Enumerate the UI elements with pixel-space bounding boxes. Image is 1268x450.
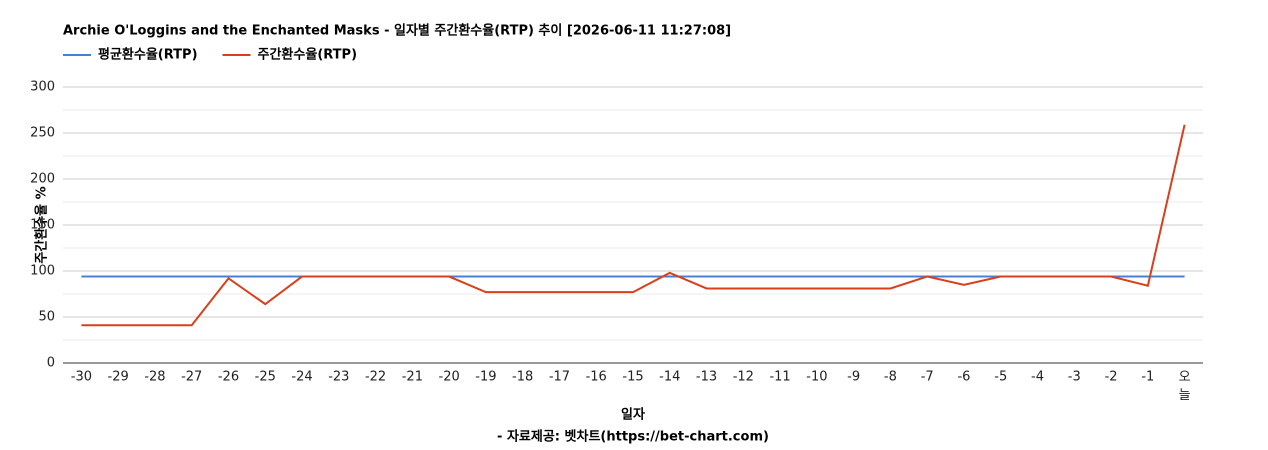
x-axis-title: 일자 [621, 408, 645, 423]
x-tick-label: -12 [733, 370, 754, 385]
x-tick-label: -15 [622, 370, 643, 385]
y-tick-label: 250 [30, 126, 55, 141]
x-tick-label: -24 [291, 370, 312, 385]
y-tick-label: 100 [30, 264, 55, 279]
x-tick-label: -23 [328, 370, 349, 385]
series-line [81, 124, 1186, 327]
x-tick-label: -28 [144, 370, 165, 385]
legend-label: 주간환수율(RTP) [258, 47, 358, 63]
x-tick-label: -22 [365, 370, 386, 385]
x-tick-label: -21 [402, 370, 423, 385]
x-tick-label: -29 [108, 370, 129, 385]
x-tick-label: -19 [475, 370, 496, 385]
x-tick-label: -9 [847, 370, 860, 385]
x-tick-label: -2 [1105, 370, 1118, 385]
y-axis-title: 주간환수율 % [34, 186, 50, 263]
y-tick-label: 150 [30, 218, 55, 233]
x-tick-label: -6 [957, 370, 970, 385]
x-tick-label: -1 [1141, 370, 1154, 385]
x-tick-label: -26 [218, 370, 239, 385]
x-tick-label: -8 [884, 370, 897, 385]
x-tick-label: -4 [1031, 370, 1044, 385]
x-tick-label: -5 [994, 370, 1007, 385]
x-tick-label: -16 [586, 370, 607, 385]
x-tick-label: -25 [255, 370, 276, 385]
y-tick-label: 50 [38, 310, 55, 325]
legend-label: 평균환수율(RTP) [98, 47, 198, 63]
y-tick-label: 0 [47, 356, 55, 371]
y-tick-label: 200 [30, 172, 55, 187]
y-tick-label: 300 [30, 80, 55, 95]
x-tick-label: -20 [439, 370, 460, 385]
x-tick-label: -17 [549, 370, 570, 385]
x-tick-label: -14 [659, 370, 680, 385]
x-tick-label: -27 [181, 370, 202, 385]
chart-title: Archie O'Loggins and the Enchanted Masks… [63, 23, 731, 39]
x-tick-label: -7 [921, 370, 934, 385]
source-note: - 자료제공: 벳차트(https://bet-chart.com) [497, 429, 769, 445]
x-tick-label: -18 [512, 370, 533, 385]
x-tick-label: -13 [696, 370, 717, 385]
x-tick-label: -3 [1068, 370, 1081, 385]
x-tick-label: -30 [71, 370, 92, 385]
x-tick-label: -10 [806, 370, 827, 385]
x-tick-label: -11 [769, 370, 790, 385]
